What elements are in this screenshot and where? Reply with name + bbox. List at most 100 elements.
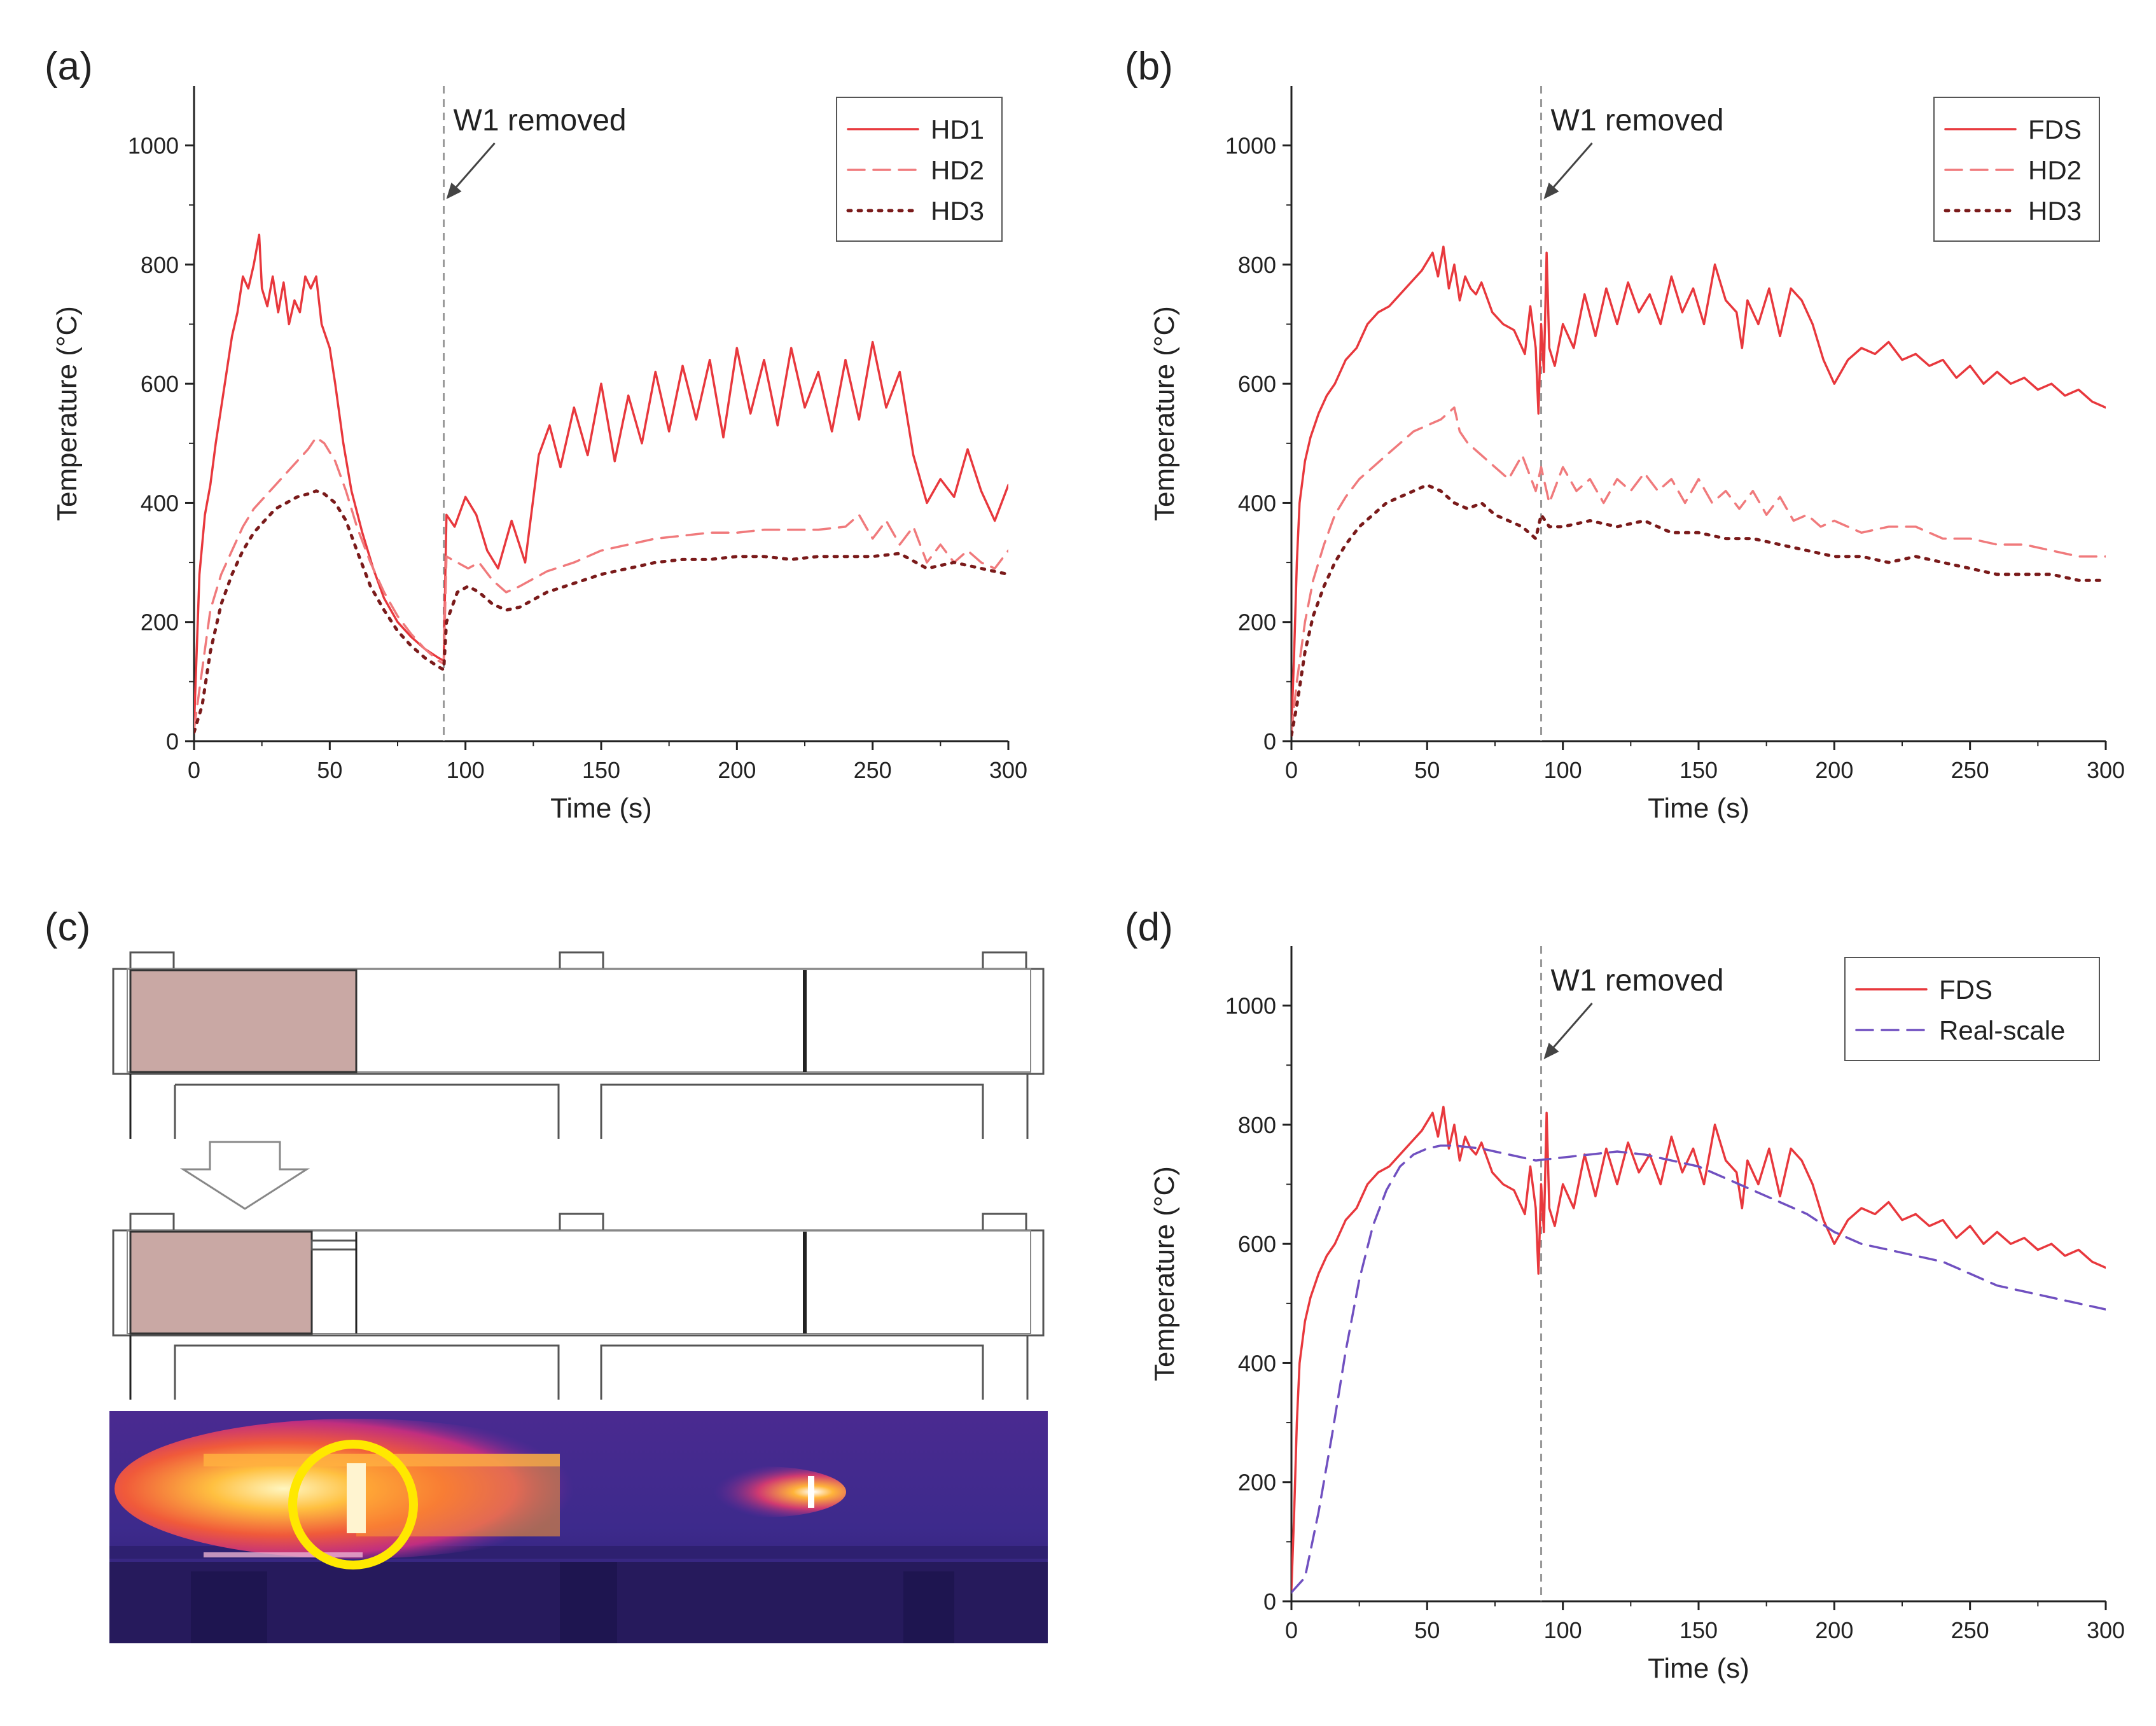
x-axis-label: Time (s) bbox=[1648, 1653, 1749, 1684]
w1-removed-arrow-shaft bbox=[449, 143, 496, 195]
legend-label: FDS bbox=[2028, 115, 2082, 144]
x-tick-label: 0 bbox=[1285, 757, 1298, 783]
support-leg-2 bbox=[600, 1083, 984, 1139]
y-tick-label: 0 bbox=[1263, 1589, 1276, 1615]
x-axis-label: Time (s) bbox=[550, 793, 652, 824]
x-tick-label: 50 bbox=[1414, 757, 1440, 783]
series-line-hd1 bbox=[194, 233, 1008, 728]
w1-removed-arrow-shaft bbox=[1547, 1003, 1593, 1055]
y-tick-label: 800 bbox=[1238, 1112, 1276, 1138]
down-arrow bbox=[179, 1141, 310, 1210]
legend-label: HD3 bbox=[2028, 196, 2082, 226]
y-tick-label: 600 bbox=[141, 371, 179, 397]
series-line-hd2 bbox=[1291, 406, 2106, 734]
support-beam-1 bbox=[175, 1083, 560, 1139]
diagram-c bbox=[109, 951, 1048, 1643]
series-line-hd2 bbox=[194, 436, 1008, 731]
w1-removed-label: W1 removed bbox=[1551, 104, 1724, 137]
w1-removed-arrowhead bbox=[1543, 183, 1559, 199]
corridor-inner-2 bbox=[127, 1230, 1031, 1334]
y-tick-label: 1000 bbox=[1225, 133, 1276, 159]
w1-removed-arrowhead bbox=[1543, 1043, 1559, 1059]
tab-top-mid bbox=[559, 951, 604, 970]
yellow-ring bbox=[288, 1440, 418, 1569]
y-tick-label: 800 bbox=[1238, 252, 1276, 278]
series-line-fds bbox=[1291, 1106, 2106, 1591]
x-tick-label: 50 bbox=[317, 757, 342, 783]
x-tick-label: 250 bbox=[854, 757, 892, 783]
chart-b: 0 50 100 150 200 250 300 0 200 400 600 800 1000 Time … bbox=[1149, 86, 2125, 824]
x-tick-label: 250 bbox=[1951, 1617, 1989, 1643]
x-axis-label: Time (s) bbox=[1648, 793, 1749, 824]
legend-label: HD2 bbox=[2028, 155, 2082, 185]
support-beam-4 bbox=[600, 1344, 984, 1400]
y-tick-label: 200 bbox=[141, 609, 179, 636]
fuel-block-before bbox=[129, 969, 358, 1073]
x-tick-label: 150 bbox=[582, 757, 620, 783]
x-tick-label: 200 bbox=[1815, 1617, 1853, 1643]
y-tick-label: 400 bbox=[141, 490, 179, 516]
x-tick-label: 50 bbox=[1414, 1617, 1440, 1643]
y-tick-label: 0 bbox=[166, 728, 179, 755]
x-tick-label: 200 bbox=[718, 757, 756, 783]
y-tick-label: 200 bbox=[1238, 609, 1276, 636]
legend-label: HD2 bbox=[931, 155, 984, 185]
x-tick-label: 100 bbox=[1544, 757, 1582, 783]
x-tick-label: 100 bbox=[447, 757, 485, 783]
series-line-real-scale bbox=[1291, 1144, 2106, 1594]
x-tick-label: 200 bbox=[1815, 757, 1853, 783]
legend-box bbox=[1844, 957, 2100, 1061]
panel-tag-a: (a) bbox=[45, 45, 93, 88]
series-line-hd3 bbox=[194, 489, 1008, 734]
panel-tag-d: (d) bbox=[1125, 905, 1173, 949]
x-tick-label: 0 bbox=[1285, 1617, 1298, 1643]
corridor-inner bbox=[127, 968, 1031, 1073]
x-tick-label: 150 bbox=[1680, 757, 1718, 783]
tab-top-left bbox=[129, 951, 175, 970]
fuel-block-after bbox=[129, 1230, 313, 1335]
removed-wall-gap bbox=[310, 1239, 358, 1251]
y-tick-label: 400 bbox=[1238, 1350, 1276, 1376]
support-beam-3 bbox=[174, 1344, 560, 1400]
chart-a: 0 50 100 150 200 250 300 0 200 400 600 800 1000 Time … bbox=[52, 86, 1027, 824]
x-tick-label: 300 bbox=[2087, 1617, 2125, 1643]
y-tick-label: 0 bbox=[1263, 728, 1276, 755]
series-line-fds bbox=[1291, 246, 2106, 731]
x-tick-label: 150 bbox=[1680, 1617, 1718, 1643]
schematic-after bbox=[112, 1213, 1045, 1400]
legend-label: Real-scale bbox=[1939, 1015, 2065, 1045]
panel-tag-b: (b) bbox=[1125, 45, 1173, 88]
schematic-before bbox=[112, 951, 1045, 1139]
tab-bot-mid bbox=[559, 1213, 604, 1232]
y-tick-label: 1000 bbox=[1225, 993, 1276, 1019]
tab-bot-left bbox=[129, 1213, 175, 1232]
w1-removed-label: W1 removed bbox=[1551, 964, 1724, 998]
y-axis-label: Temperature (°C) bbox=[1149, 306, 1180, 521]
chart-d: 0 50 100 150 200 250 300 0 200 400 600 800 1000 Time … bbox=[1149, 946, 2125, 1684]
thermal-image bbox=[109, 1411, 1048, 1643]
x-tick-label: 250 bbox=[1951, 757, 1989, 783]
y-tick-label: 600 bbox=[1238, 371, 1276, 397]
legend-label: FDS bbox=[1939, 975, 1993, 1005]
legend-label: HD1 bbox=[931, 115, 984, 144]
legend-label: HD3 bbox=[931, 196, 984, 226]
y-tick-label: 800 bbox=[141, 252, 179, 278]
y-tick-label: 600 bbox=[1238, 1231, 1276, 1257]
series-line-hd3 bbox=[1291, 483, 2106, 737]
w1-removed-label: W1 removed bbox=[454, 104, 627, 137]
x-tick-label: 100 bbox=[1544, 1617, 1582, 1643]
y-axis-label: Temperature (°C) bbox=[1149, 1166, 1180, 1381]
y-tick-label: 400 bbox=[1238, 490, 1276, 516]
w1-removed-arrow-shaft bbox=[1547, 143, 1593, 195]
x-tick-label: 300 bbox=[2087, 757, 2125, 783]
tab-top-right bbox=[982, 951, 1027, 970]
x-tick-label: 300 bbox=[989, 757, 1027, 783]
w1-removed-arrowhead bbox=[446, 183, 462, 199]
y-tick-label: 200 bbox=[1238, 1470, 1276, 1496]
y-axis-label: Temperature (°C) bbox=[52, 306, 83, 521]
tab-bot-right bbox=[982, 1213, 1027, 1232]
panel-tag-c: (c) bbox=[45, 905, 90, 949]
y-tick-label: 1000 bbox=[128, 133, 179, 159]
x-tick-label: 0 bbox=[188, 757, 200, 783]
